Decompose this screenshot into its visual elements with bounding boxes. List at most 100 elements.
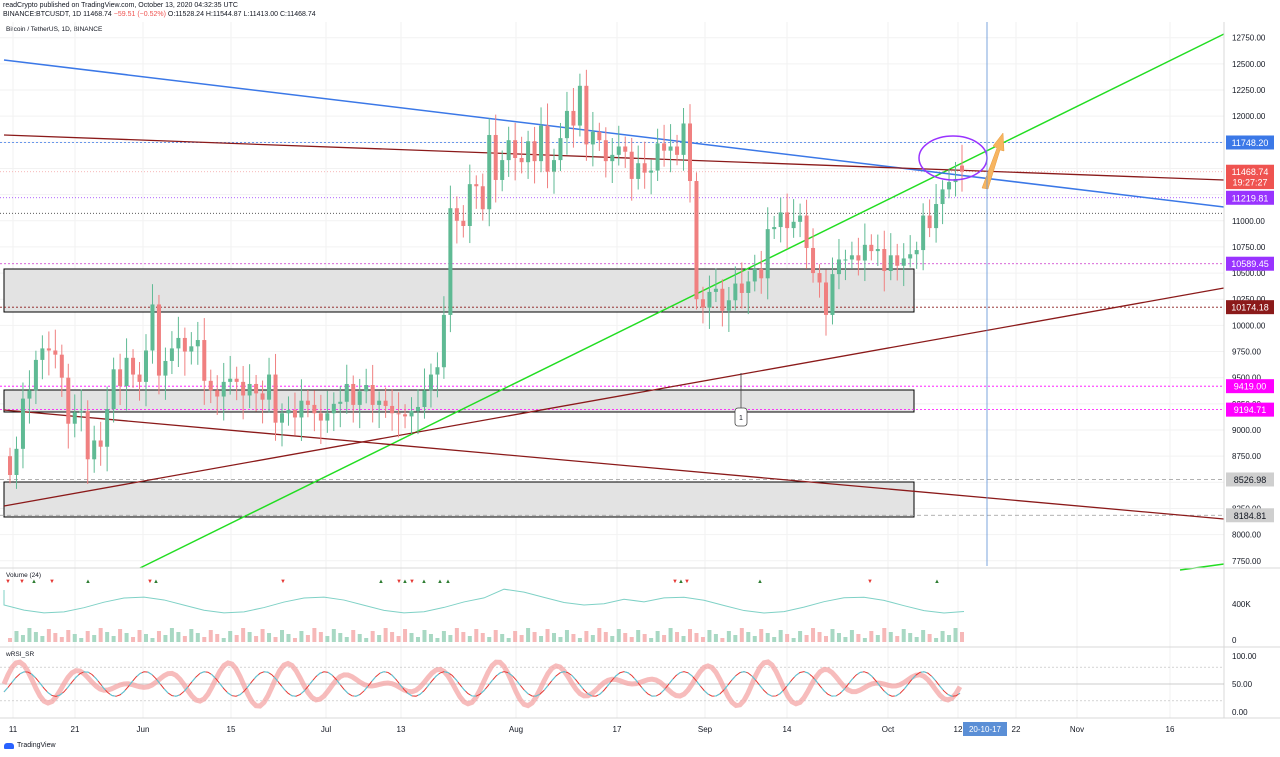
volume-signal-marker: ▲ bbox=[378, 579, 384, 585]
date-tick-label: Jun bbox=[137, 725, 150, 734]
red-trendline-rising bbox=[3, 287, 1225, 507]
candle-body bbox=[564, 110, 569, 139]
candle-body bbox=[156, 304, 161, 376]
volume-bar bbox=[895, 636, 900, 642]
volume-bar bbox=[383, 628, 388, 642]
candle-body bbox=[584, 85, 589, 145]
rsi-tick-label: 0.00 bbox=[1232, 708, 1248, 717]
candle-body bbox=[364, 385, 369, 392]
candle-body bbox=[519, 158, 524, 163]
candle-body bbox=[895, 255, 900, 266]
volume-signal-marker: ▲ bbox=[445, 579, 451, 585]
volume-bar bbox=[409, 633, 414, 642]
candle-body bbox=[383, 400, 388, 406]
volume-signal-marker: ▲ bbox=[678, 579, 684, 585]
volume-bar bbox=[441, 631, 446, 642]
callout-box bbox=[734, 407, 748, 427]
brand-name: TradingView bbox=[17, 742, 56, 749]
volume-bar bbox=[247, 632, 252, 642]
volume-bar bbox=[325, 636, 330, 642]
volume-bar bbox=[597, 628, 602, 642]
level-text: 10174.18 bbox=[1187, 0, 1221, 2]
volume-bar bbox=[370, 631, 375, 642]
volume-signal-marker: ▲ bbox=[757, 579, 763, 585]
candle-body bbox=[707, 291, 712, 308]
candle-body bbox=[739, 283, 744, 293]
price-label-box bbox=[1226, 379, 1274, 394]
volume-bar bbox=[623, 633, 628, 642]
volume-bar bbox=[215, 634, 220, 642]
candle-body bbox=[325, 413, 330, 421]
volume-bar bbox=[765, 633, 770, 642]
price-tick-label: 10250.00 bbox=[1232, 295, 1266, 304]
volume-bar bbox=[636, 630, 641, 642]
candle-body bbox=[526, 141, 531, 163]
candle-body bbox=[299, 400, 304, 418]
volume-bar bbox=[590, 635, 595, 642]
volume-bar bbox=[655, 631, 660, 642]
volume-bar bbox=[33, 632, 38, 642]
candle-body bbox=[914, 250, 919, 255]
tradingview-brand[interactable]: TradingView bbox=[4, 742, 56, 749]
volume-bar bbox=[882, 628, 887, 642]
price-tick-label: 10500.00 bbox=[1232, 269, 1266, 278]
volume-bar bbox=[934, 638, 939, 642]
candle-body bbox=[869, 244, 874, 252]
annotations[interactable]: 1 bbox=[734, 132, 1005, 427]
rsi-label: wRSI_SR bbox=[6, 651, 35, 658]
candle-body bbox=[940, 189, 945, 205]
volume-signal-marker: ▲ bbox=[421, 579, 427, 585]
volume-tick-label: 400K bbox=[1232, 600, 1251, 609]
candle-body bbox=[85, 411, 90, 460]
price-scale[interactable]: 12750.0012500.0012250.0012000.0011750.00… bbox=[1232, 34, 1266, 566]
volume-bar bbox=[733, 635, 738, 642]
volume-bar bbox=[539, 636, 544, 642]
price-label-text: 11219.81 bbox=[1232, 193, 1269, 203]
candle-body bbox=[409, 411, 414, 417]
date-axis[interactable]: 11 21 Jun 15 Jul 13 Aug 17 Sep 14 Oct 12 22 Nov 16 20-1… bbox=[9, 722, 1175, 736]
candle-body bbox=[513, 140, 518, 158]
candle-body bbox=[195, 340, 200, 347]
volume-bar bbox=[603, 632, 608, 642]
volume-bar bbox=[467, 636, 472, 642]
date-tick-label: 15 bbox=[227, 725, 236, 734]
date-tick-label: 16 bbox=[1166, 725, 1175, 734]
volume-bar bbox=[739, 628, 744, 642]
candle-body bbox=[493, 134, 498, 180]
candle-body bbox=[882, 249, 887, 271]
volume-bar bbox=[318, 632, 323, 642]
price-tick-label: 12250.00 bbox=[1232, 86, 1266, 95]
candle-body bbox=[811, 247, 816, 274]
volume-bar bbox=[228, 631, 233, 642]
volume-bar bbox=[688, 629, 692, 642]
volume-bar bbox=[208, 630, 213, 642]
volume-signal-marker: ▼ bbox=[49, 579, 55, 585]
volume-bar bbox=[454, 628, 459, 642]
volume-bar bbox=[616, 629, 621, 642]
zone-upper bbox=[3, 268, 915, 313]
candle-body bbox=[778, 212, 783, 228]
volume-signal-marker: ▼ bbox=[5, 579, 11, 585]
volume-bar bbox=[428, 634, 433, 642]
volume-bar bbox=[79, 638, 84, 642]
candle-body bbox=[668, 146, 673, 151]
candle-body bbox=[694, 181, 699, 300]
volume-bar bbox=[344, 637, 349, 642]
candle-body bbox=[713, 288, 718, 292]
publish-line: readCrypto published on TradingView.com,… bbox=[3, 2, 238, 9]
blue-trendline bbox=[3, 59, 1225, 208]
volume-bar bbox=[474, 629, 479, 642]
price-tick-label: 12000.00 bbox=[1232, 112, 1266, 121]
candle-body bbox=[681, 123, 686, 155]
volume-bar bbox=[642, 634, 647, 642]
date-tick-label: 17 bbox=[613, 725, 622, 734]
volume-bar bbox=[953, 628, 958, 642]
volume-bar bbox=[584, 631, 589, 642]
candle-body bbox=[610, 154, 615, 162]
volume-bar bbox=[435, 638, 440, 642]
candle-body bbox=[454, 208, 459, 221]
price-label-box bbox=[1226, 300, 1274, 315]
candle-body bbox=[720, 288, 725, 311]
